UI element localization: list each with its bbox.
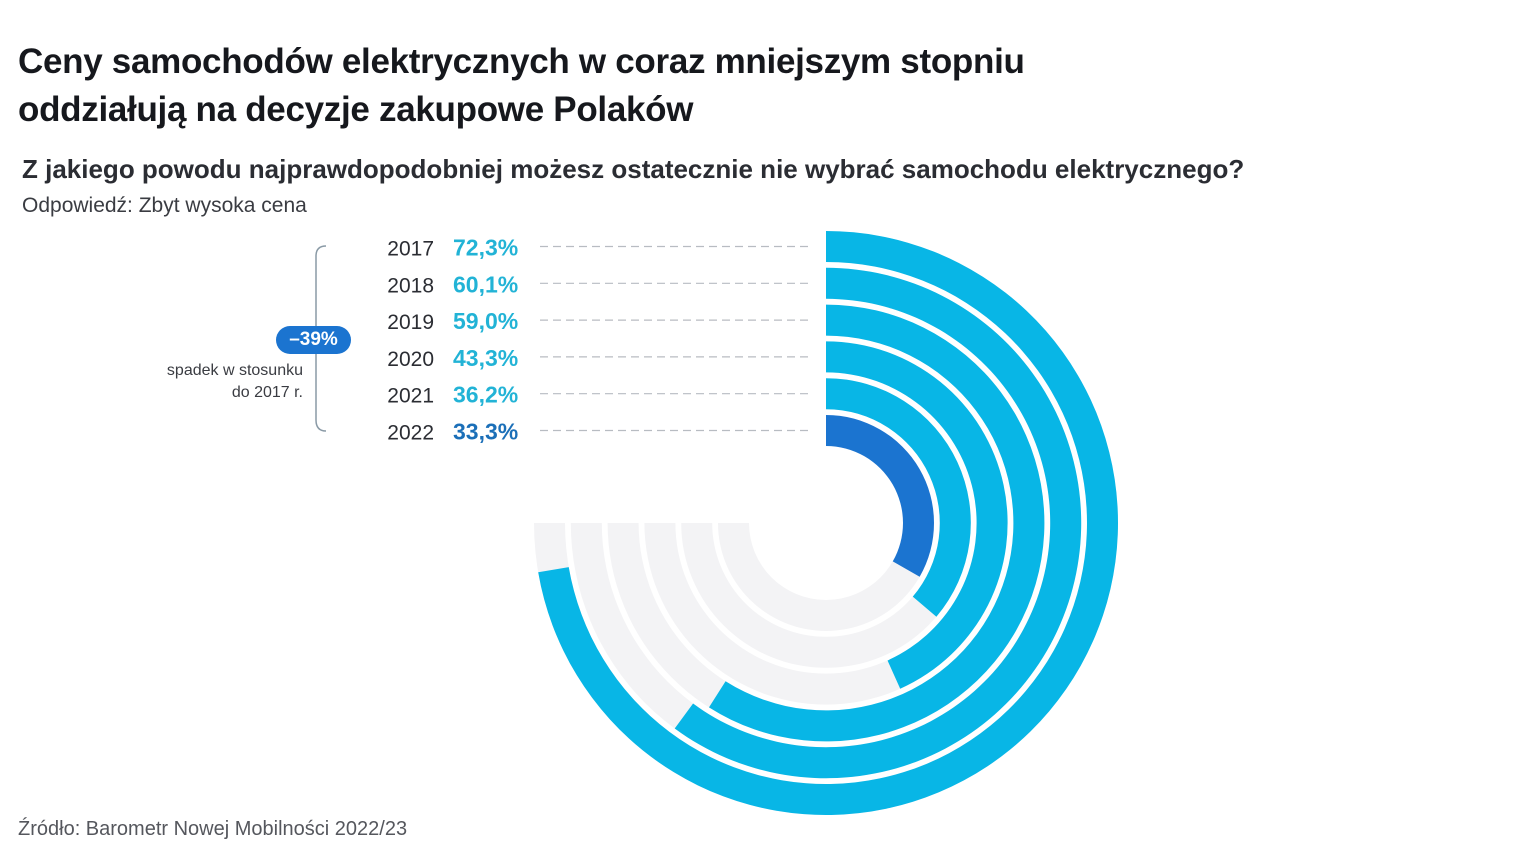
survey-question: Z jakiego powodu najprawdopodobniej może…	[22, 154, 1245, 184]
year-label: 2022	[387, 422, 434, 445]
bar-2018	[674, 267, 1082, 779]
year-label: 2017	[387, 238, 434, 261]
note-line-1: spadek w stosunku	[166, 362, 303, 379]
title-line-2: oddziałują na decyzje zakupowe Polaków	[18, 90, 694, 129]
year-label: 2018	[387, 274, 434, 297]
survey-answer: Odpowiedź: Zbyt wysoka cena	[22, 194, 307, 217]
value-label: 43,3%	[453, 345, 518, 371]
bar-2019	[708, 304, 1045, 742]
value-label: 60,1%	[453, 271, 518, 297]
year-label: 2021	[387, 385, 434, 408]
decline-note: spadek w stosunku do 2017 r.	[167, 360, 303, 404]
value-label: 59,0%	[453, 308, 518, 334]
year-label: 2020	[387, 348, 434, 371]
source-note: Źródło: Barometr Nowej Mobilności 2022/2…	[18, 818, 408, 840]
value-label: 33,3%	[453, 419, 518, 445]
bar-2022	[826, 415, 934, 577]
bar-2020	[826, 341, 1008, 689]
value-label: 72,3%	[453, 235, 518, 261]
title-line-1: Ceny samochodów elektrycznych w coraz mn…	[18, 42, 1025, 81]
value-label: 36,2%	[453, 382, 518, 408]
page-title: Ceny samochodów elektrycznych w coraz mn…	[18, 38, 1025, 134]
bar-2021	[826, 378, 971, 617]
decline-badge: –39%	[276, 326, 351, 354]
year-label: 2019	[387, 311, 434, 334]
note-line-2: do 2017 r.	[231, 384, 303, 401]
